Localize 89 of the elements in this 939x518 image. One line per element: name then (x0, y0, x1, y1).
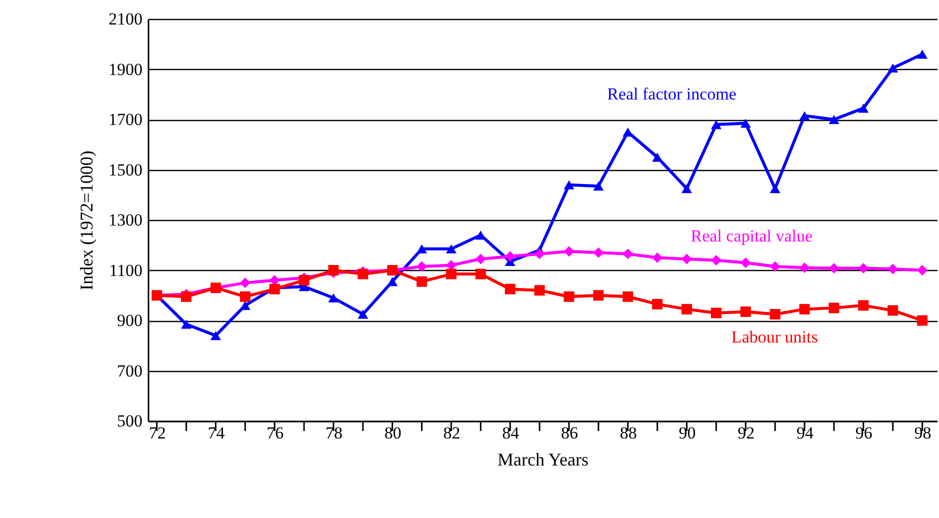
point (564, 291, 574, 302)
point (504, 251, 516, 262)
point (682, 304, 692, 314)
point (888, 63, 898, 73)
point (240, 278, 250, 288)
point (799, 111, 810, 120)
point (710, 254, 722, 266)
x-tick-label: 76 (266, 424, 284, 442)
y-tick-label: 700 (117, 361, 142, 380)
point (181, 320, 192, 329)
point (740, 118, 751, 128)
point (828, 114, 840, 124)
point (799, 304, 810, 314)
series-label: Real factor income (607, 84, 736, 104)
y-tick-label: 2100 (108, 10, 142, 28)
point (828, 262, 840, 274)
x-tick-label: 86 (560, 424, 578, 442)
point (799, 262, 810, 273)
y-tick-label: 1900 (108, 60, 142, 79)
point (328, 293, 339, 302)
point (652, 152, 663, 162)
y-tick-label: 900 (117, 311, 142, 330)
point (770, 184, 780, 194)
x-tick-label: 98 (914, 424, 932, 442)
x-tick-label: 94 (796, 424, 814, 442)
y-axis-title: Index (1972=1000) (76, 150, 96, 290)
point (682, 184, 692, 194)
point (593, 182, 604, 191)
x-tick-label: 96 (855, 424, 872, 442)
y-tick-label: 1300 (108, 210, 142, 230)
point (358, 310, 368, 319)
point (240, 291, 250, 302)
point (416, 276, 428, 287)
x-axis-title: March Years (498, 450, 588, 470)
point (917, 315, 928, 326)
point (240, 300, 250, 310)
point (740, 306, 751, 317)
point (446, 260, 456, 270)
point (446, 268, 456, 280)
x-tick-label: 84 (502, 424, 520, 442)
point (710, 120, 722, 130)
point (770, 308, 780, 320)
point (828, 302, 840, 314)
y-tick-label: 1700 (108, 110, 142, 129)
point (475, 268, 486, 280)
point (358, 268, 368, 280)
point (652, 298, 663, 310)
point (858, 262, 869, 274)
x-tick-label: 80 (384, 424, 402, 442)
point (446, 244, 456, 254)
point (475, 230, 486, 240)
point (622, 248, 634, 260)
point (210, 331, 221, 340)
point (710, 308, 722, 318)
x-tick-label: 88 (620, 424, 637, 442)
point (504, 284, 516, 294)
point (534, 285, 545, 296)
point (917, 265, 928, 276)
x-tick-label: 78 (325, 424, 342, 442)
point (298, 275, 310, 286)
point (682, 254, 692, 264)
point (858, 300, 869, 311)
x-tick-label: 82 (443, 424, 460, 442)
point (416, 261, 428, 272)
point (917, 50, 928, 59)
point (534, 248, 545, 260)
point (858, 104, 869, 113)
point (888, 305, 898, 316)
point (652, 252, 663, 263)
x-tick-label: 74 (208, 424, 226, 442)
x-tick-label: 90 (678, 424, 696, 442)
x-tick-label: 72 (148, 424, 166, 442)
point (622, 291, 634, 302)
series-label: Labour units (731, 328, 818, 347)
point (593, 290, 604, 301)
point (740, 257, 751, 268)
point (475, 254, 486, 264)
point (564, 180, 574, 190)
point (770, 261, 780, 272)
y-tick-label: 1100 (109, 260, 142, 280)
point (416, 244, 428, 254)
series-label: Real capital value (690, 226, 813, 246)
point (564, 246, 574, 257)
y-tick-label: 500 (117, 412, 142, 430)
x-tick-label: 92 (738, 424, 755, 442)
y-tick-label: 1500 (108, 160, 142, 180)
point (888, 264, 898, 274)
point (387, 277, 398, 286)
point (593, 247, 604, 258)
